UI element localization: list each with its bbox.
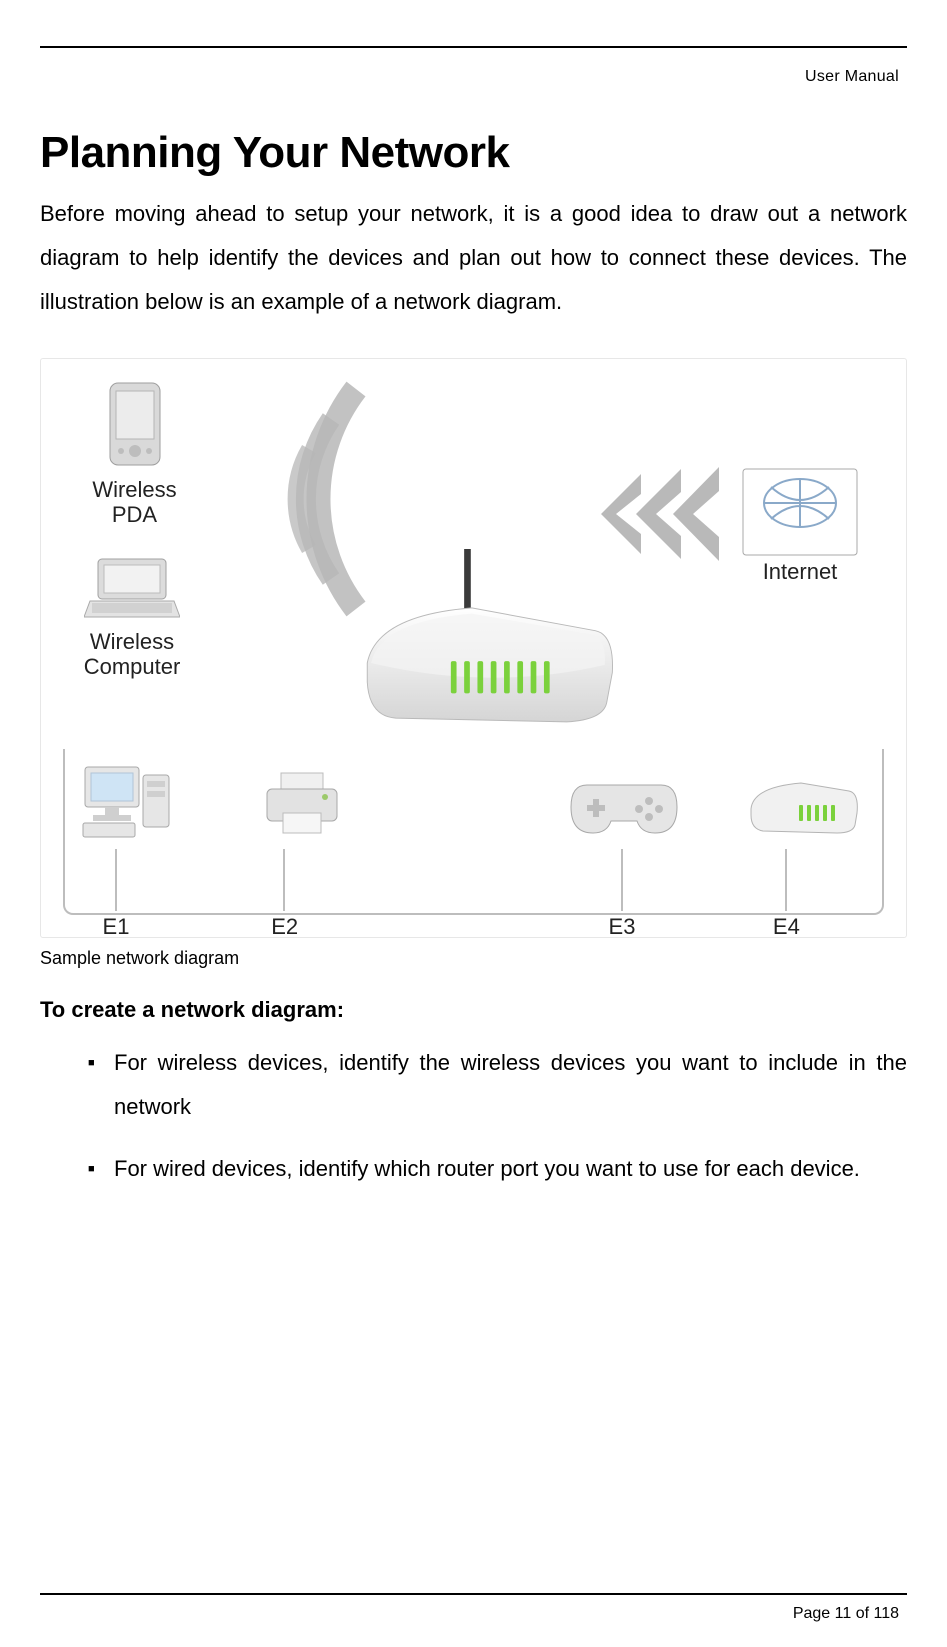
printer-icon (259, 769, 345, 839)
intro-paragraph: Before moving ahead to setup your networ… (40, 192, 907, 324)
port-label-e3: E3 (609, 914, 636, 938)
e3-gamepad-device (569, 775, 679, 837)
pda-icon (104, 379, 166, 471)
port-label-e1: E1 (103, 914, 130, 938)
gamepad-icon (569, 775, 679, 837)
internet-node: Internet (725, 467, 875, 584)
port-tick-e1 (115, 849, 117, 911)
port-tick-e4 (785, 849, 787, 911)
port-tick-e3 (621, 849, 623, 911)
wireless-pda-device: WirelessPDA (87, 379, 182, 528)
port-label-e4: E4 (773, 914, 800, 938)
figure-wrap: WirelessPDA WirelessComputer (40, 358, 907, 969)
bullet-list: For wireless devices, identify the wirel… (40, 1041, 907, 1191)
network-diagram: WirelessPDA WirelessComputer (40, 358, 907, 938)
port-label-e2: E2 (271, 914, 298, 938)
router-device (341, 549, 631, 739)
desktop-icon (79, 761, 175, 841)
e2-printer-device (259, 769, 345, 839)
page-title: Planning Your Network (40, 128, 907, 178)
figure-caption: Sample network diagram (40, 948, 907, 969)
top-rule (40, 46, 907, 48)
page-header-label: User Manual (805, 68, 899, 86)
internet-label: Internet (725, 559, 875, 584)
wireless-pda-label: WirelessPDA (87, 477, 182, 528)
modem-icon (741, 769, 861, 839)
wireless-computer-label: WirelessComputer (67, 629, 197, 680)
port-tick-e2 (283, 849, 285, 911)
bottom-rule (40, 1593, 907, 1595)
page-footer-label: Page 11 of 118 (793, 1605, 899, 1623)
list-item: For wireless devices, identify the wirel… (88, 1041, 907, 1129)
e1-desktop-device (79, 761, 175, 841)
subheading: To create a network diagram: (40, 997, 907, 1023)
wireless-computer-device: WirelessComputer (67, 555, 197, 680)
e4-modem-device (741, 769, 861, 839)
document-page: User Manual Planning Your Network Before… (0, 46, 947, 1647)
internet-box-icon (741, 467, 859, 557)
list-item: For wired devices, identify which router… (88, 1147, 907, 1191)
router-icon (341, 549, 631, 739)
laptop-icon (84, 555, 180, 623)
